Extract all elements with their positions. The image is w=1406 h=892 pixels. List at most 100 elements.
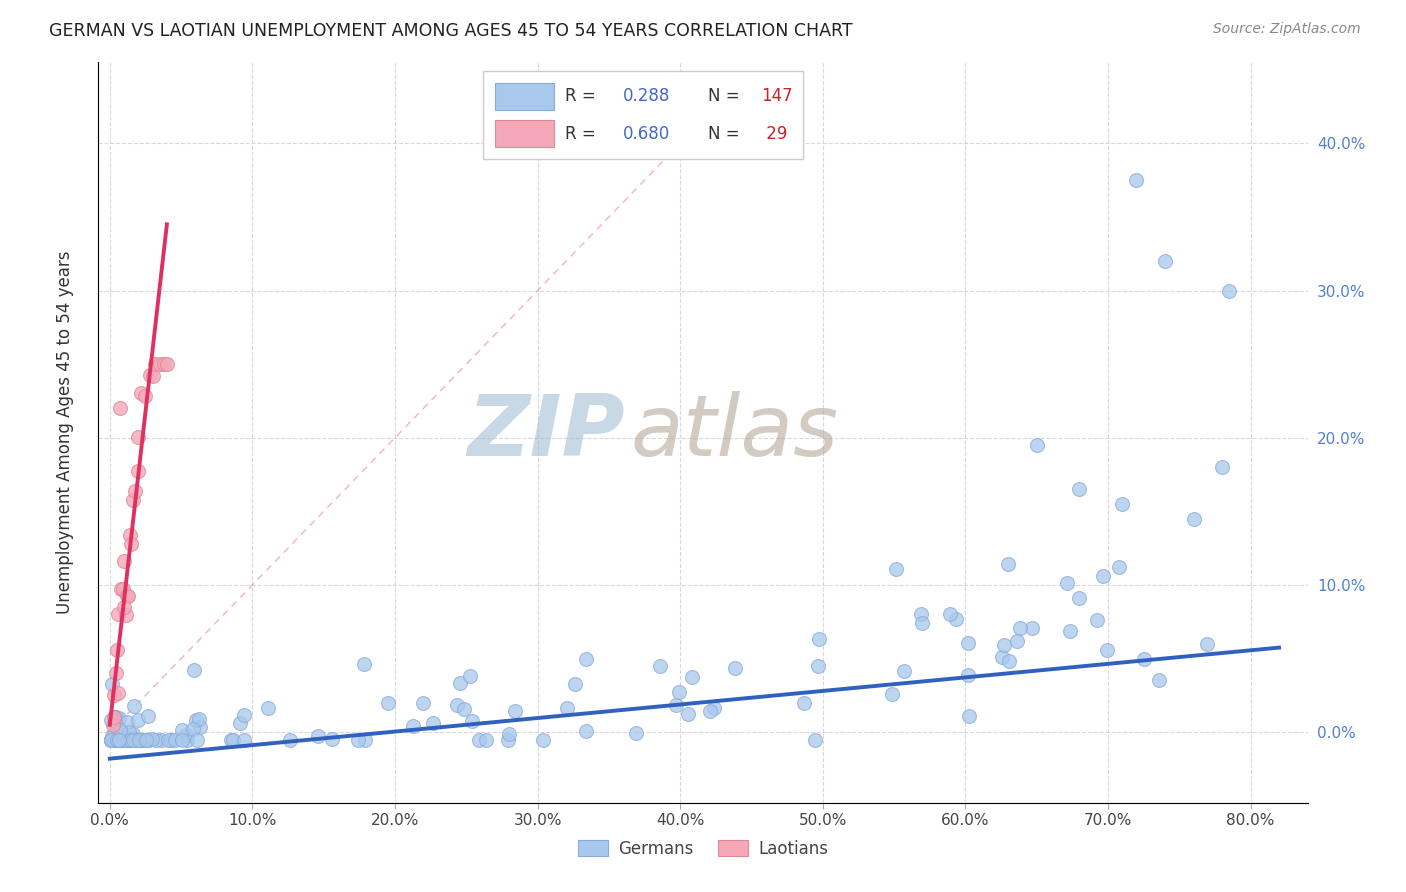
Point [107,686,129,700]
Point [120,536,142,550]
Point [699,705,721,719]
Point [1021,621,1043,635]
Point [124,484,146,499]
Point [321,731,343,746]
Point [149,357,172,371]
Point [117,589,139,603]
Point [131,732,153,747]
Point [100,732,122,747]
Point [122,732,145,747]
Point [1069,483,1091,497]
Point [468,732,491,747]
Point [503,704,526,718]
Point [997,557,1019,571]
Point [412,696,434,710]
Point [103,689,125,703]
Point [128,732,150,747]
Point [156,732,179,747]
Point [101,718,124,732]
Point [118,527,141,541]
Point [724,661,747,675]
Point [107,732,129,747]
Point [188,720,211,734]
Point [575,652,598,666]
Point [939,607,962,622]
Point [110,582,132,596]
Point [957,708,980,723]
Point [1108,560,1130,574]
Point [676,706,699,721]
Point [807,658,830,673]
Point [496,732,519,747]
Point [118,732,141,747]
Point [1008,621,1031,635]
Point [886,562,908,576]
Point [681,670,703,684]
Point [132,732,155,747]
Text: 0.288: 0.288 [623,87,671,105]
Point [112,600,135,615]
Point [422,716,444,731]
Point [103,710,125,724]
Point [174,728,197,742]
Point [956,636,979,650]
Point [101,676,124,690]
Point [107,607,129,621]
Point [100,732,122,747]
Point [150,732,173,747]
Point [461,714,484,729]
Point [145,732,167,747]
Text: GERMAN VS LAOTIAN UNEMPLOYMENT AMONG AGES 45 TO 54 YEARS CORRELATION CHART: GERMAN VS LAOTIAN UNEMPLOYMENT AMONG AGE… [49,22,853,40]
Point [347,732,370,747]
Point [110,732,132,747]
Point [104,666,127,681]
Point [222,732,245,747]
Point [108,723,131,737]
Point [121,731,143,746]
Point [475,732,498,747]
Point [1133,652,1156,666]
Point [1111,497,1133,511]
Point [153,357,176,371]
Point [1025,438,1047,452]
Text: ZIP: ZIP [467,391,624,475]
Point [1154,254,1177,268]
Point [308,730,330,744]
Point [103,732,125,747]
Point [882,687,904,701]
Point [108,710,131,724]
Point [1059,624,1081,638]
Point [401,718,423,732]
Point [128,732,150,747]
Point [127,430,149,444]
Point [793,696,815,710]
Point [1147,673,1170,688]
Point [100,713,122,727]
Point [107,732,129,747]
Point [108,732,131,747]
Point [104,710,127,724]
Text: R =: R = [565,87,602,105]
FancyBboxPatch shape [495,120,554,147]
Point [160,732,183,747]
Point [118,725,141,739]
Text: N =: N = [707,87,745,105]
Point [564,676,586,690]
Point [1056,575,1078,590]
Point [1218,284,1240,298]
Point [176,732,198,747]
Text: N =: N = [707,125,745,143]
Point [111,732,134,747]
Point [668,684,690,698]
Point [136,709,159,723]
Point [170,732,193,747]
Point [1197,637,1219,651]
Point [278,732,301,747]
Point [945,612,967,626]
Point [108,732,131,747]
Point [105,732,128,747]
Point [1069,591,1091,606]
Point [377,696,399,710]
Point [139,368,162,383]
Point [1091,569,1114,583]
